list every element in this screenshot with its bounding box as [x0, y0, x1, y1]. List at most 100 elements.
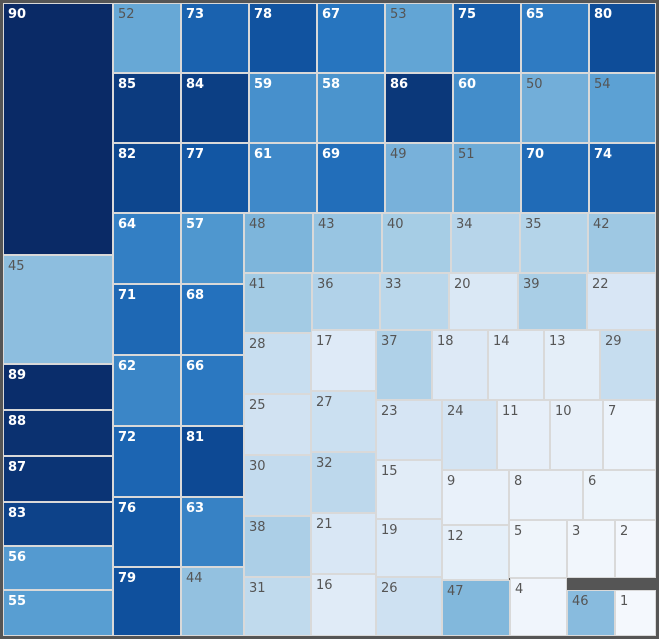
- tile-value-label: 18: [437, 334, 454, 349]
- tile-value-label: 75: [458, 7, 477, 22]
- tile-value-label: 53: [390, 7, 407, 22]
- tile-value-label: 8: [514, 474, 523, 489]
- tile-value-label: 45: [8, 259, 25, 274]
- tile-value-label: 56: [8, 550, 27, 565]
- treemap-tile: 16: [311, 574, 376, 636]
- tile-value-label: 13: [549, 334, 566, 349]
- treemap-tile: 11: [497, 400, 550, 470]
- tile-value-label: 21: [316, 517, 333, 532]
- treemap-tile: 87: [3, 456, 113, 502]
- treemap-tile: 34: [451, 213, 520, 273]
- tile-value-label: 12: [447, 529, 464, 544]
- tile-value-label: 5: [514, 524, 523, 539]
- treemap-tile: 59: [249, 73, 317, 143]
- tile-value-label: 64: [118, 217, 137, 232]
- tile-value-label: 34: [456, 217, 473, 232]
- treemap-tile: 80: [589, 3, 656, 73]
- treemap-tile: 40: [382, 213, 451, 273]
- treemap-tile: 79: [113, 567, 181, 636]
- tile-value-label: 58: [322, 77, 341, 92]
- treemap-tile: 47: [442, 580, 510, 636]
- tile-value-label: 29: [605, 334, 622, 349]
- treemap-tile: 17: [311, 330, 376, 391]
- treemap-tile: 67: [317, 3, 385, 73]
- tile-value-label: 37: [381, 334, 398, 349]
- treemap-tile: 3: [567, 520, 615, 578]
- treemap-tile: 12: [442, 525, 509, 580]
- tile-value-label: 86: [390, 77, 409, 92]
- treemap-tile: 15: [376, 460, 442, 519]
- tile-value-label: 43: [318, 217, 335, 232]
- treemap-tile: 9: [442, 470, 509, 525]
- treemap-tile: 20: [449, 273, 518, 330]
- tile-value-label: 33: [385, 277, 402, 292]
- treemap-tile: 1: [615, 590, 656, 636]
- tile-value-label: 73: [186, 7, 205, 22]
- tile-value-label: 4: [515, 582, 524, 597]
- treemap-tile: 70: [521, 143, 589, 213]
- treemap-tile: 65: [521, 3, 589, 73]
- treemap-tile: 58: [317, 73, 385, 143]
- treemap-tile: 45: [3, 255, 113, 364]
- treemap-tile: 19: [376, 519, 442, 577]
- tile-value-label: 27: [316, 395, 333, 410]
- treemap-tile: 38: [244, 516, 311, 577]
- treemap-tile: 71: [113, 284, 181, 355]
- treemap-tile: 42: [588, 213, 656, 273]
- tile-value-label: 55: [8, 594, 27, 609]
- tile-value-label: 90: [8, 7, 27, 22]
- tile-value-label: 57: [186, 217, 205, 232]
- treemap-tile: 14: [488, 330, 544, 400]
- tile-value-label: 10: [555, 404, 572, 419]
- treemap-tile: 86: [385, 73, 453, 143]
- treemap-tile: 35: [520, 213, 588, 273]
- tile-value-label: 68: [186, 288, 205, 303]
- treemap-tile: 44: [181, 567, 244, 636]
- tile-value-label: 44: [186, 571, 203, 586]
- treemap-tile: 28: [244, 333, 311, 394]
- treemap-tile: 64: [113, 213, 181, 284]
- tile-value-label: 49: [390, 147, 407, 162]
- treemap-tile: 88: [3, 410, 113, 456]
- tile-value-label: 79: [118, 571, 137, 586]
- tile-value-label: 36: [317, 277, 334, 292]
- treemap-tile: 13: [544, 330, 600, 400]
- treemap-tile: 22: [587, 273, 656, 330]
- tile-value-label: 62: [118, 359, 137, 374]
- tile-value-label: 42: [593, 217, 610, 232]
- treemap-tile: 7: [603, 400, 656, 470]
- treemap-tile: 4: [510, 578, 567, 636]
- tile-value-label: 47: [447, 584, 464, 599]
- tile-value-label: 7: [608, 404, 617, 419]
- tile-value-label: 54: [594, 77, 611, 92]
- treemap-tile: 63: [181, 497, 244, 567]
- tile-value-label: 70: [526, 147, 545, 162]
- tile-value-label: 2: [620, 524, 629, 539]
- treemap-tile: 36: [312, 273, 380, 330]
- tile-value-label: 84: [186, 77, 205, 92]
- tile-value-label: 23: [381, 404, 398, 419]
- tile-value-label: 61: [254, 147, 273, 162]
- tile-value-label: 19: [381, 523, 398, 538]
- tile-value-label: 59: [254, 77, 273, 92]
- tile-value-label: 22: [592, 277, 609, 292]
- tile-value-label: 46: [572, 594, 589, 609]
- treemap-tile: 10: [550, 400, 603, 470]
- tile-value-label: 50: [526, 77, 543, 92]
- treemap-tile: 61: [249, 143, 317, 213]
- tile-value-label: 71: [118, 288, 137, 303]
- tile-value-label: 11: [502, 404, 519, 419]
- tile-value-label: 69: [322, 147, 341, 162]
- tile-value-label: 60: [458, 77, 477, 92]
- tile-value-label: 89: [8, 368, 27, 383]
- tile-value-label: 31: [249, 581, 266, 596]
- treemap-tile: 78: [249, 3, 317, 73]
- tile-value-label: 80: [594, 7, 613, 22]
- tile-value-label: 6: [588, 474, 597, 489]
- tile-value-label: 15: [381, 464, 398, 479]
- treemap-tile: 5: [509, 520, 567, 578]
- treemap-tile: 82: [113, 143, 181, 213]
- treemap-tile: 49: [385, 143, 453, 213]
- treemap-tile: 73: [181, 3, 249, 73]
